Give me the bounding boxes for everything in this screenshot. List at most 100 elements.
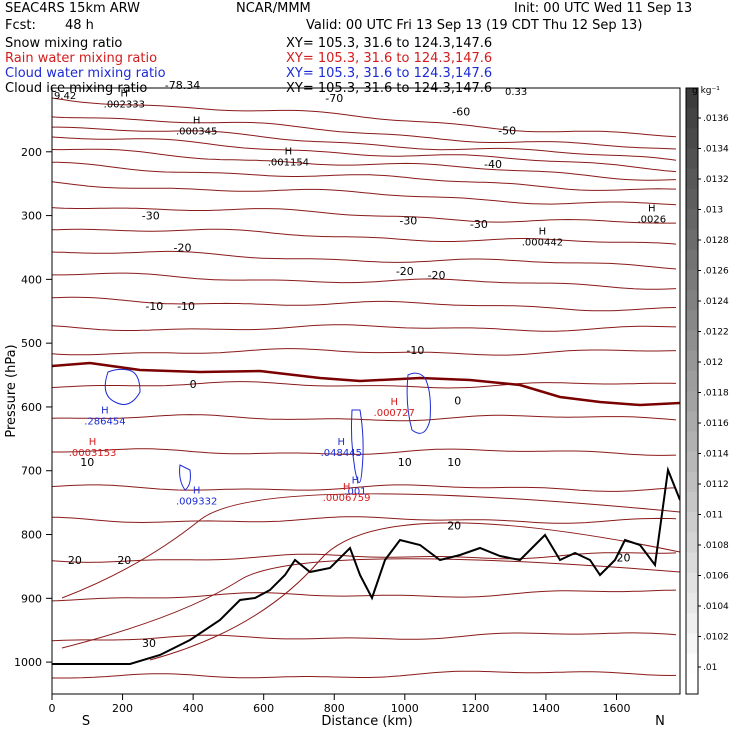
plot-area (52, 97, 680, 679)
colorbar-tick-label: .011 (703, 511, 723, 521)
colorbar-swatch (686, 492, 698, 513)
cloud-water-contour (104, 368, 141, 405)
colorbar-tick-label: .013 (703, 206, 723, 216)
y-axis-label: Pressure (hPa) (4, 344, 19, 437)
maximum-value: .001 (344, 487, 366, 498)
contour-value-label: -78.34 (165, 79, 200, 92)
isotherm-line (52, 272, 677, 290)
colorbar-swatch (686, 653, 698, 675)
x-tick-label: 1400 (532, 702, 560, 715)
colorbar-tick-label: .0114 (703, 450, 729, 460)
axes: 0 200 400 600 800 1000 1200 1400 160020030040050… (14, 146, 630, 715)
x-tick-label: 1000 (391, 702, 419, 715)
legend-xy-rain: XY= 105.3, 31.6 to 124.3,147.6 (286, 51, 493, 66)
contour-value-label: -30 (470, 218, 488, 231)
contour-value-label: 20 (68, 554, 82, 567)
contour-value-label: -30 (399, 215, 417, 228)
x-tick-label: 1600 (602, 702, 630, 715)
y-tick-label: 700 (21, 465, 42, 478)
x-tick-label: 0 (49, 702, 56, 715)
maximum-marker: H (193, 115, 201, 126)
contour-value-label: 0 (454, 395, 461, 408)
colorbar-tick-label: .0122 (703, 328, 729, 338)
isotherm-line (52, 516, 677, 524)
isotherm-line (52, 97, 677, 138)
contour-value-label: -20 (428, 269, 446, 282)
colorbar-tick-label: .0106 (703, 572, 729, 582)
isotherm-line (52, 348, 677, 356)
isotherm-line (52, 670, 677, 679)
maximum-marker: H (648, 203, 656, 214)
colorbar-swatch (686, 108, 698, 129)
colorbar-tick-label: .0126 (703, 267, 729, 277)
y-tick-label: 900 (21, 592, 42, 605)
maximum-value: .000727 (374, 408, 415, 419)
model-title: SEAC4RS 15km ARW (5, 1, 141, 16)
contour-value-label: -10 (406, 344, 424, 357)
colorbar-tick-label: .0118 (703, 389, 729, 399)
colorbar-tick-label: .0136 (703, 114, 729, 124)
colorbar-swatch (686, 673, 698, 695)
colorbar-swatch (686, 310, 698, 331)
contour-value-label: 20 (447, 520, 461, 533)
org-label: NCAR/MMM (236, 1, 311, 16)
maximum-marker: H (121, 88, 129, 99)
y-tick-label: 1000 (14, 656, 42, 669)
corner-fragment-right: 0.33 (505, 87, 527, 98)
plot-frame (51, 87, 681, 695)
y-tick-label: 800 (21, 529, 42, 542)
isotherm-line (52, 296, 677, 312)
isotherm-line (52, 632, 677, 642)
colorbar-swatch (686, 572, 698, 594)
maximum-value: .001154 (268, 158, 309, 169)
isotherm-line (61, 558, 680, 649)
colorbar-swatch (686, 290, 698, 311)
colorbar-swatch (686, 411, 698, 432)
isotherm-line (52, 589, 677, 602)
legend-label-rain: Rain water mixing ratio (5, 51, 158, 66)
maximum-marker: H (390, 397, 398, 408)
contour-value-label: 20 (617, 551, 631, 564)
colorbar-swatch (686, 391, 698, 412)
colorbar-swatch (686, 269, 698, 291)
cloud-water-contour (350, 409, 364, 483)
colorbar: .0136 .0134 .0132 .013 .0128 .0126 .0124 .0122.… (685, 87, 729, 695)
contour-value-label: -50 (498, 125, 516, 138)
colorbar-swatch (686, 229, 698, 251)
isotherm-line (52, 148, 677, 181)
colorbar-tick-label: .01 (703, 663, 717, 673)
colorbar-swatch (686, 330, 698, 352)
colorbar-swatch (686, 593, 698, 614)
colorbar-swatch (686, 512, 698, 533)
maximum-value: .0003153 (69, 448, 117, 459)
isotherm-line (52, 136, 677, 173)
isotherm-line (52, 381, 677, 389)
colorbar-tick-label: .0128 (703, 236, 729, 246)
isotherm-line (52, 484, 677, 492)
colorbar-unit: g kg⁻¹ (692, 86, 720, 96)
isotherm-line (61, 493, 680, 599)
maximum-value: .048445 (321, 448, 362, 459)
colorbar-tick-label: .0116 (703, 419, 729, 429)
colorbar-swatch (686, 633, 698, 655)
x-end-left: S (82, 714, 90, 729)
x-tick-label: 600 (253, 702, 274, 715)
freezing-level-line (52, 361, 680, 407)
init-time: Init: 00 UTC Wed 11 Sep 13 (514, 1, 693, 16)
legend-label-snow: Snow mixing ratio (5, 36, 123, 51)
contour-value-label: -20 (174, 241, 192, 254)
maximum-value: .0006759 (323, 493, 371, 504)
contour-labels: -78.34 -70 -60 -50 -40 -30 -30 -30 -20 -20 -20 -10 -… (54, 79, 666, 650)
y-tick-label: 500 (21, 337, 42, 350)
contour-value-label: 30 (142, 637, 156, 650)
isotherm-line (52, 250, 677, 270)
maximum-value: .000442 (522, 237, 563, 248)
y-tick-label: 400 (21, 273, 42, 286)
colorbar-swatch (686, 209, 698, 230)
contour-value-label: 0 (190, 378, 197, 391)
contour-value-label: -20 (396, 265, 414, 278)
y-tick-label: 200 (21, 146, 42, 159)
maximum-marker: H (89, 437, 97, 448)
x-axis-label: Distance (km) (321, 714, 412, 729)
maximum-marker: H (343, 482, 351, 493)
